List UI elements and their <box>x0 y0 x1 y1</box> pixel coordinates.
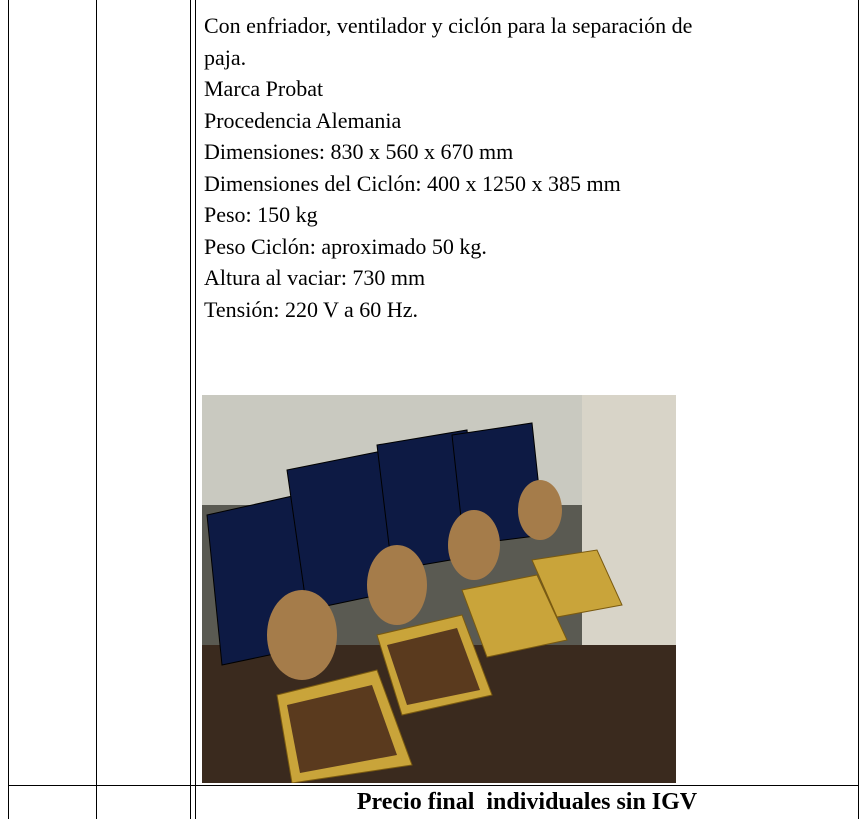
description: Con enfriador, ventilador y ciclón para … <box>204 10 692 325</box>
description-line: Dimensiones: 830 x 560 x 670 mm <box>204 139 514 164</box>
description-line: Tensión: 220 V a 60 Hz. <box>204 296 418 322</box>
description-line: Altura al vaciar: 730 mm <box>204 265 426 290</box>
product-photo <box>202 395 676 783</box>
table-border <box>195 0 196 819</box>
table-border <box>858 0 859 819</box>
description-line: Peso Ciclón: aproximado 50 kg. <box>204 233 487 259</box>
description-line: Marca Probat <box>204 76 324 101</box>
table-border <box>190 0 191 819</box>
footer-price-label: Precio final individuales sin IGV <box>356 789 698 815</box>
description-line: Con enfriador, ventilador y ciclón para … <box>204 13 693 38</box>
description-line: paja. <box>204 44 247 70</box>
description-line: Peso: 150 kg <box>204 202 318 227</box>
description-line: Dimensiones del Ciclón: 400 x 1250 x 385… <box>204 170 621 196</box>
description-line: Procedencia Alemania <box>204 107 402 133</box>
table-border <box>8 785 859 786</box>
table-border <box>8 0 9 819</box>
table-border <box>96 0 97 819</box>
